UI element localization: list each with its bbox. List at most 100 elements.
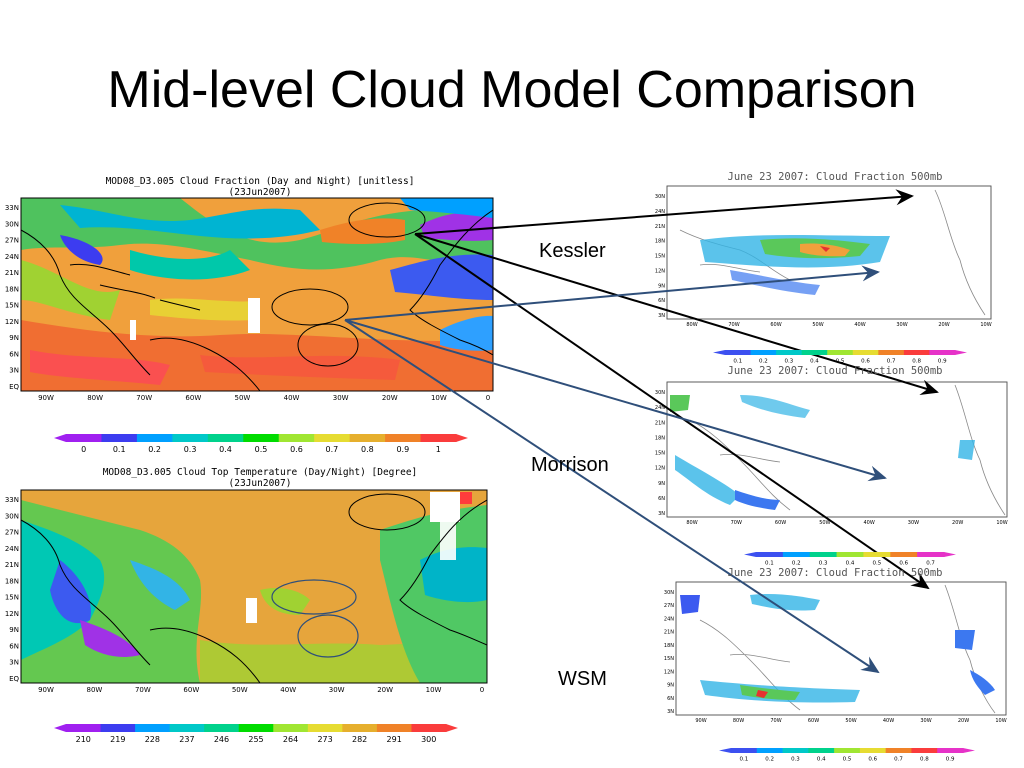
arrow-blue-to-wsm bbox=[344, 319, 880, 674]
colorbar-tick-label: 0.1 bbox=[113, 445, 126, 454]
colorbar-tick-label: 0.1 bbox=[740, 757, 749, 763]
colorbar-segment bbox=[136, 434, 173, 442]
colorbar-segment bbox=[929, 350, 956, 355]
colorbar-tick-label: 0.2 bbox=[759, 359, 768, 365]
colorbar-tick-label: 0.9 bbox=[938, 359, 947, 365]
colorbar-tick-label: 0.8 bbox=[920, 757, 929, 763]
colorbar-tick-label: 0.6 bbox=[899, 561, 908, 567]
arrow-black-to-kessler bbox=[414, 189, 914, 235]
colorbar-tick-label: 0.5 bbox=[255, 445, 268, 454]
colorbar-tick-label: 300 bbox=[421, 735, 436, 744]
colorbar-tick-label: 219 bbox=[110, 735, 125, 744]
modis-fraction-title: MOD08_D3.005 Cloud Fraction (Day and Nig… bbox=[105, 176, 415, 198]
colorbar-arrow-left bbox=[719, 748, 731, 753]
lat-tick-label: 27N bbox=[5, 529, 19, 537]
lon-tick-label: 10W bbox=[995, 718, 1006, 724]
colorbar-segment bbox=[782, 748, 809, 753]
lat-tick-label: 6N bbox=[667, 696, 674, 702]
colorbar-segment bbox=[204, 724, 240, 732]
colorbar-segment bbox=[100, 724, 136, 732]
colorbar-segment bbox=[776, 350, 803, 355]
lat-tick-label: 12N bbox=[5, 610, 19, 618]
lon-tick-label: 30W bbox=[333, 394, 349, 402]
lon-tick-label: 30W bbox=[908, 520, 919, 526]
colorbar-arrow-right bbox=[944, 552, 956, 557]
colorbar-segment bbox=[238, 724, 274, 732]
arrow-black-to-wsm bbox=[414, 233, 930, 590]
colorbar-segment bbox=[808, 748, 835, 753]
lon-tick-label: 50W bbox=[235, 394, 251, 402]
lat-tick-label: 15N bbox=[5, 302, 19, 310]
colorbar-tick-label: 0.7 bbox=[326, 445, 339, 454]
colorbar-tick-label: 0.7 bbox=[894, 757, 903, 763]
lon-tick-label: 60W bbox=[808, 718, 819, 724]
colorbar-segment bbox=[836, 552, 864, 557]
lon-tick-label: 50W bbox=[845, 718, 856, 724]
colorbar-tick-label: 0.5 bbox=[836, 359, 845, 365]
lon-tick-label: 70W bbox=[135, 686, 151, 694]
colorbar-segment bbox=[385, 434, 422, 442]
lat-tick-label: 15N bbox=[5, 594, 19, 602]
colorbar-tick-label: 0.9 bbox=[396, 445, 409, 454]
colorbar-segment bbox=[314, 434, 351, 442]
modis-temperature-map-body bbox=[20, 489, 488, 684]
lat-tick-label: 6N bbox=[658, 298, 665, 304]
colorbar-segment bbox=[859, 748, 887, 753]
colorbar-segment bbox=[731, 748, 758, 753]
lat-tick-label: 24N bbox=[655, 209, 665, 215]
colorbar-segment bbox=[782, 552, 811, 557]
lon-tick-label: 40W bbox=[883, 718, 894, 724]
lon-tick-label: 80W bbox=[87, 394, 103, 402]
wsm-map-title: June 23 2007: Cloud Fraction 500mb bbox=[727, 567, 943, 579]
lon-tick-label: 60W bbox=[775, 520, 786, 526]
lat-tick-label: 27N bbox=[664, 603, 674, 609]
colorbar-segment bbox=[885, 748, 912, 753]
lat-tick-label: 27N bbox=[5, 237, 19, 245]
colorbar-tick-label: 0.9 bbox=[946, 757, 955, 763]
colorbar-segment bbox=[863, 552, 891, 557]
colorbar-tick-label: 228 bbox=[145, 735, 160, 744]
lon-tick-label: 10W bbox=[426, 686, 442, 694]
lat-tick-label: 9N bbox=[658, 283, 665, 289]
lon-tick-label: 90W bbox=[695, 718, 706, 724]
colorbar-tick-label: 0.6 bbox=[290, 445, 303, 454]
colorbar-segment bbox=[834, 748, 861, 753]
lat-tick-label: 30N bbox=[655, 194, 665, 200]
lat-tick-label: 15N bbox=[655, 254, 665, 260]
arrow-black-to-morrison bbox=[414, 233, 939, 396]
colorbar-tick-label: 0.2 bbox=[792, 561, 801, 567]
lon-tick-label: 70W bbox=[728, 322, 739, 328]
lat-tick-label: 18N bbox=[655, 435, 665, 441]
colorbar-tick-label: 0.4 bbox=[219, 445, 232, 454]
colorbar-segment bbox=[376, 724, 412, 732]
colorbar-tick-label: 0.2 bbox=[765, 757, 774, 763]
colorbar-segment bbox=[207, 434, 244, 442]
lon-tick-label: 80W bbox=[87, 686, 103, 694]
colorbar-segment bbox=[750, 350, 777, 355]
lat-tick-label: 21N bbox=[5, 561, 19, 569]
lon-tick-label: 0 bbox=[486, 394, 490, 402]
colorbar-segment bbox=[890, 552, 918, 557]
colorbar-segment bbox=[801, 350, 828, 355]
colorbar-arrow-left bbox=[744, 552, 756, 557]
colorbar-segment bbox=[725, 350, 752, 355]
colorbar-tick-label: 282 bbox=[352, 735, 367, 744]
comparison-arrows bbox=[344, 189, 939, 674]
colorbar-tick-label: 0.8 bbox=[912, 359, 921, 365]
slide-title: Mid-level Cloud Model Comparison bbox=[107, 61, 917, 119]
colorbar-segment bbox=[307, 724, 343, 732]
colorbar-segment bbox=[342, 724, 378, 732]
colorbar-arrow-right bbox=[446, 724, 458, 732]
lat-tick-label: 30N bbox=[664, 590, 674, 596]
lon-tick-label: 20W bbox=[377, 686, 393, 694]
lat-tick-label: 30N bbox=[655, 390, 665, 396]
lon-tick-label: 60W bbox=[183, 686, 199, 694]
lat-tick-label: 33N bbox=[5, 204, 19, 212]
lon-tick-label: 0 bbox=[480, 686, 484, 694]
lon-tick-label: 40W bbox=[854, 322, 865, 328]
morrison-map-body bbox=[666, 381, 1008, 518]
lat-tick-label: 21N bbox=[5, 269, 19, 277]
lat-tick-label: 3N bbox=[667, 709, 674, 715]
lon-tick-label: 40W bbox=[284, 394, 300, 402]
